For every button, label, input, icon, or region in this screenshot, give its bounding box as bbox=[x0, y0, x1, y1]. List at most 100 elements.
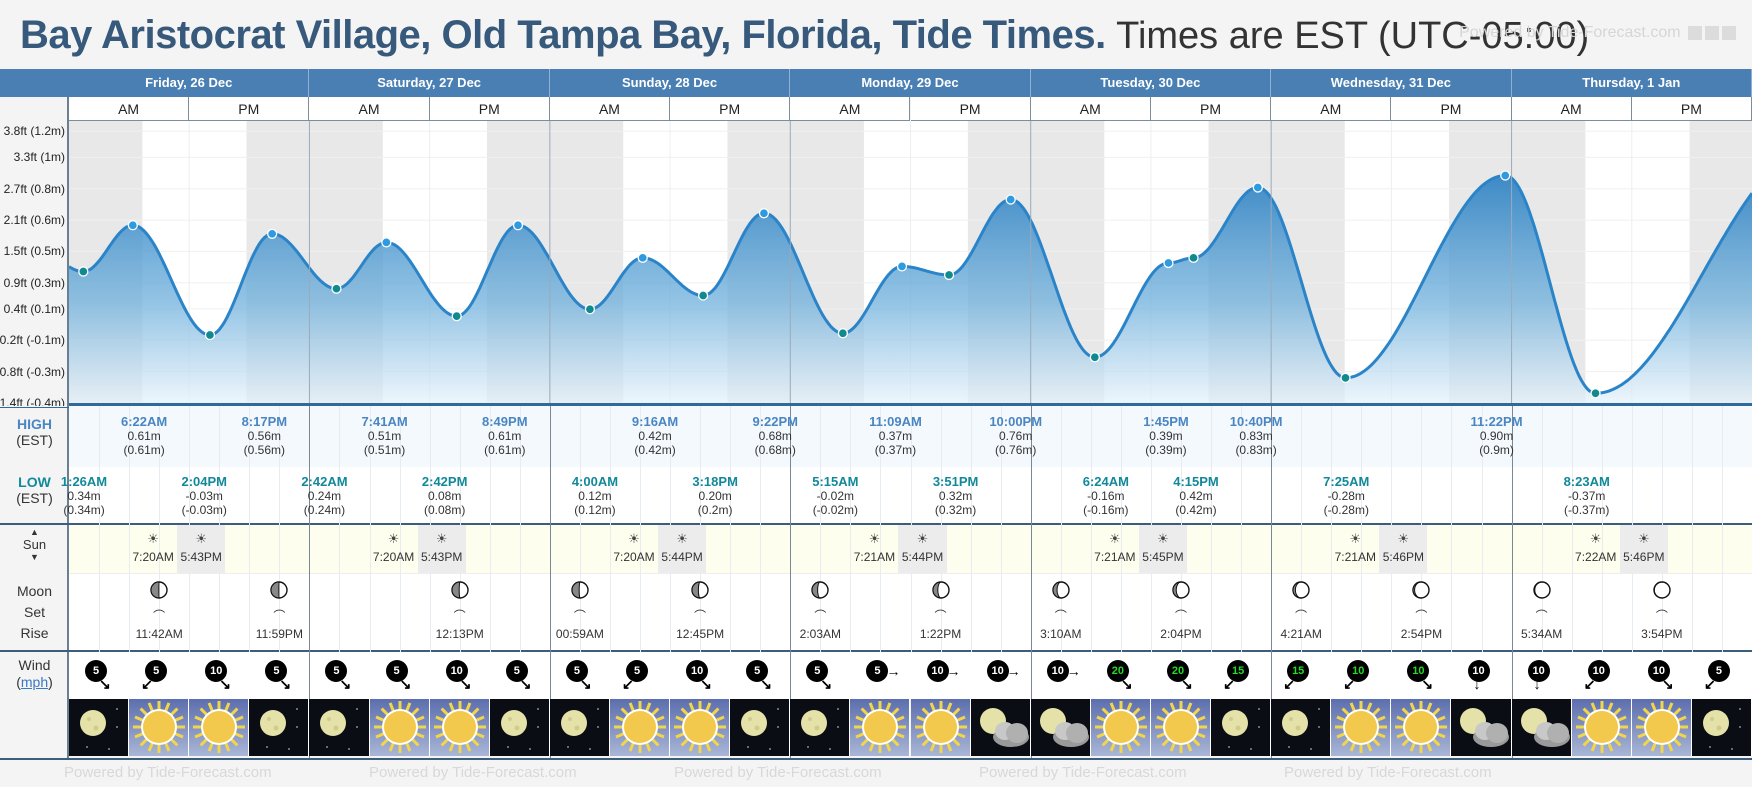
day-header: Saturday, 27 Dec bbox=[309, 69, 550, 97]
sunset-cell: ☀ 5:46PM bbox=[1619, 525, 1668, 573]
moon-phase-icon bbox=[571, 581, 589, 599]
wind-direction-arrow-icon: ↘ bbox=[760, 676, 772, 692]
tide-height-alt: (0.24m) bbox=[303, 503, 346, 517]
location-title: Bay Aristocrat Village, Old Tampa Bay, F… bbox=[20, 13, 1106, 57]
am-label: AM bbox=[549, 97, 671, 121]
sunrise-cell: ☀ 7:21AM bbox=[1331, 525, 1379, 573]
low-tide-entry: 5:15AM -0.02m (-0.02m) bbox=[797, 475, 873, 518]
wind-direction-arrow-icon: ↙ bbox=[1223, 676, 1235, 692]
wind-speed-badge: 5 bbox=[866, 660, 889, 682]
moon-phase-icon bbox=[811, 581, 830, 599]
moon-event: ⌒ 1:22PM bbox=[905, 573, 977, 641]
moon-time: 5:34AM bbox=[1520, 627, 1563, 641]
wind-label: Wind (mph) bbox=[0, 657, 69, 691]
moon-icon bbox=[801, 708, 840, 750]
high-tide-point bbox=[1163, 257, 1174, 269]
powered-by-watermark: Powered by Tide-Forecast.com bbox=[674, 764, 882, 781]
weather-clear-night bbox=[1271, 699, 1332, 756]
tide-height: 0.42m bbox=[1179, 489, 1213, 503]
sunrise-icon: ☀ bbox=[1589, 531, 1602, 546]
sunrise-cell: ☀ 7:20AM bbox=[129, 525, 177, 573]
moon-time: 3:10AM bbox=[1040, 627, 1082, 641]
low-tide-point bbox=[943, 269, 955, 281]
sunset-cell: ☀ 5:44PM bbox=[898, 525, 947, 573]
tide-height-alt: (0.08m) bbox=[423, 503, 466, 517]
tide-height-alt: (0.42m) bbox=[1175, 503, 1217, 517]
wind-direction-arrow-icon: ↘ bbox=[1180, 676, 1193, 692]
label-divider bbox=[0, 523, 69, 525]
wind-speed-badge: 15 bbox=[1287, 660, 1310, 682]
wind-indicator: 5 ↘ bbox=[385, 660, 418, 692]
wind-indicator: 5 ↘ bbox=[325, 660, 357, 692]
moon-phase-icon bbox=[931, 581, 950, 599]
wind-indicator: 5 → bbox=[866, 660, 900, 692]
low-tide-point bbox=[331, 283, 342, 294]
moon-event: ⌒ 2:04PM bbox=[1145, 573, 1217, 641]
tide-area bbox=[69, 175, 1752, 406]
low-timezone: (EST) bbox=[16, 490, 53, 506]
up-arrow-icon: ▲ bbox=[30, 527, 39, 537]
tide-height-alt: (0.37m) bbox=[874, 443, 917, 457]
tide-height: 0.76m bbox=[999, 429, 1033, 443]
am-label: AM bbox=[1511, 97, 1632, 121]
sunset-cell: ☀ 5:46PM bbox=[1379, 525, 1428, 573]
moon-time: 11:59PM bbox=[255, 627, 303, 641]
moon-phase-icon bbox=[1532, 581, 1551, 599]
column-line bbox=[970, 406, 972, 652]
column-line bbox=[279, 406, 281, 652]
tide-height-alt: (0.39m) bbox=[1145, 443, 1187, 457]
low-title: LOW bbox=[18, 474, 51, 490]
moon-event: ⌒ 00:59AM bbox=[544, 573, 616, 641]
moon-icon bbox=[560, 708, 599, 750]
sunrise-time: 7:21AM bbox=[853, 550, 896, 564]
low-tide-point bbox=[584, 304, 596, 315]
high-tide-entry: 10:00PM 0.76m (0.76m) bbox=[978, 415, 1054, 458]
wind-speed-badge: 10 bbox=[1527, 660, 1550, 682]
tide-time: 8:49PM bbox=[482, 414, 528, 429]
wind-unit-link[interactable]: mph bbox=[20, 674, 49, 690]
wind-speed-badge: 20 bbox=[1106, 660, 1129, 682]
day-divider bbox=[1271, 406, 1273, 758]
pm-label: PM bbox=[1631, 97, 1752, 121]
wind-speed-badge: 5 bbox=[265, 660, 288, 682]
sunrise-time: 7:21AM bbox=[1334, 550, 1376, 564]
powered-by-watermark: Powered by Tide-Forecast.com bbox=[1459, 24, 1736, 42]
low-tide-point bbox=[1089, 352, 1100, 363]
high-tide-point bbox=[512, 220, 524, 231]
column-line bbox=[1301, 406, 1303, 652]
moon-phase-icon bbox=[270, 581, 289, 599]
sunrise-cell: ☀ 7:21AM bbox=[850, 525, 898, 573]
moon-icon bbox=[1222, 708, 1261, 750]
day-divider bbox=[1030, 406, 1032, 758]
tide-height: 0.90m bbox=[1479, 429, 1514, 443]
moon-phase-icon bbox=[1412, 581, 1431, 599]
low-tide-entry: 4:00AM 0.12m (0.12m) bbox=[557, 475, 633, 518]
tide-height: 0.12m bbox=[578, 489, 612, 503]
tide-height: 0.51m bbox=[367, 429, 402, 443]
sunset-cell: ☀ 5:43PM bbox=[417, 525, 466, 573]
wind-direction-arrow-icon: ↘ bbox=[99, 676, 111, 692]
wind-indicator: 20 ↘ bbox=[1106, 660, 1139, 692]
wind-indicator: 5 ↘ bbox=[746, 660, 778, 692]
wind-speed-badge: 5 bbox=[325, 660, 348, 682]
pm-label: PM bbox=[429, 97, 550, 121]
high-tide-entry: 11:22PM 0.90m (0.9m) bbox=[1459, 415, 1535, 458]
column-line bbox=[1331, 406, 1333, 652]
high-tide-entry: 11:09AM 0.37m (0.37m) bbox=[857, 415, 933, 458]
column-line bbox=[1211, 406, 1213, 652]
high-timezone: (EST) bbox=[16, 432, 53, 448]
moon-time: 12:13PM bbox=[435, 627, 484, 641]
wind-indicator: 10 ↘ bbox=[1647, 660, 1680, 692]
day-header: Tuesday, 30 Dec bbox=[1030, 69, 1272, 97]
moon-phase-icon bbox=[450, 581, 469, 599]
moonset-icon: ⌒ bbox=[1295, 609, 1308, 623]
moon-event: ⌒ 12:45PM bbox=[664, 573, 736, 641]
wind-speed-badge: 15 bbox=[1227, 660, 1250, 682]
weather-sunny bbox=[1391, 699, 1452, 756]
high-tide-entry: 6:22AM 0.61m (0.61m) bbox=[106, 415, 182, 458]
sunrise-cell: ☀ 7:20AM bbox=[370, 525, 418, 573]
am-label: AM bbox=[1030, 97, 1151, 121]
tide-time: 4:15PM bbox=[1173, 474, 1219, 489]
sun-icon bbox=[1395, 701, 1448, 753]
moonrise-icon: ⌒ bbox=[1174, 609, 1187, 623]
